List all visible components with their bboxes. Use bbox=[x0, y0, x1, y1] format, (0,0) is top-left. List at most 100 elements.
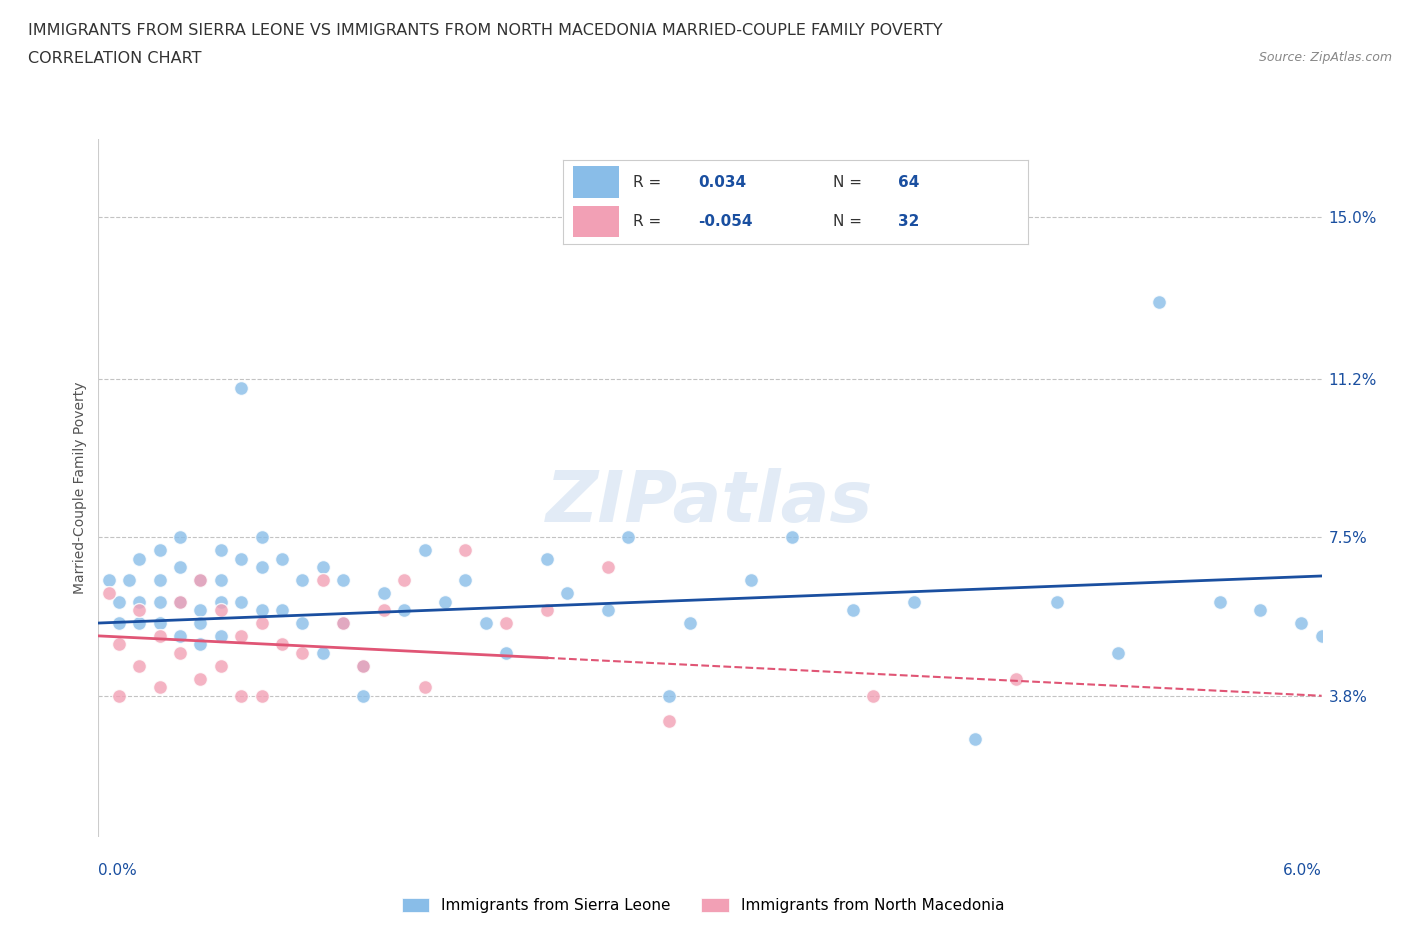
Point bbox=[231, 551, 253, 566]
Point bbox=[495, 645, 517, 660]
Point bbox=[169, 560, 191, 575]
Point bbox=[1289, 616, 1312, 631]
Point bbox=[413, 680, 436, 695]
Point bbox=[291, 573, 314, 588]
Point bbox=[291, 616, 314, 631]
Point bbox=[169, 629, 191, 644]
Point bbox=[392, 573, 416, 588]
Point bbox=[454, 543, 477, 558]
Point bbox=[97, 573, 120, 588]
Point bbox=[1004, 671, 1026, 686]
Point bbox=[1147, 295, 1170, 310]
Point bbox=[270, 637, 292, 652]
Point bbox=[291, 645, 314, 660]
Point bbox=[108, 594, 131, 609]
Text: ZIPatlas: ZIPatlas bbox=[547, 468, 873, 537]
Point bbox=[658, 688, 681, 703]
Point bbox=[373, 603, 395, 618]
Point bbox=[108, 616, 131, 631]
Point bbox=[169, 530, 191, 545]
Point bbox=[128, 616, 150, 631]
Point bbox=[209, 629, 232, 644]
Point bbox=[270, 551, 292, 566]
Point bbox=[495, 616, 517, 631]
Point bbox=[433, 594, 456, 609]
Point bbox=[231, 688, 253, 703]
Point bbox=[108, 637, 131, 652]
Point bbox=[188, 573, 212, 588]
Point bbox=[1208, 594, 1232, 609]
Point bbox=[1249, 603, 1271, 618]
Point bbox=[679, 616, 702, 631]
Point bbox=[352, 688, 374, 703]
Point bbox=[169, 594, 191, 609]
Point bbox=[392, 603, 416, 618]
Legend: Immigrants from Sierra Leone, Immigrants from North Macedonia: Immigrants from Sierra Leone, Immigrants… bbox=[402, 898, 1004, 913]
Text: IMMIGRANTS FROM SIERRA LEONE VS IMMIGRANTS FROM NORTH MACEDONIA MARRIED-COUPLE F: IMMIGRANTS FROM SIERRA LEONE VS IMMIGRAN… bbox=[28, 23, 943, 38]
Point bbox=[780, 530, 803, 545]
Point bbox=[1107, 645, 1129, 660]
Point bbox=[373, 586, 395, 601]
Point bbox=[250, 616, 273, 631]
Point bbox=[149, 573, 172, 588]
Point bbox=[963, 731, 986, 746]
Point bbox=[188, 671, 212, 686]
Text: Source: ZipAtlas.com: Source: ZipAtlas.com bbox=[1258, 51, 1392, 64]
Point bbox=[617, 530, 640, 545]
Point bbox=[231, 629, 253, 644]
Point bbox=[270, 603, 292, 618]
Point bbox=[332, 573, 354, 588]
Text: CORRELATION CHART: CORRELATION CHART bbox=[28, 51, 201, 66]
Point bbox=[209, 658, 232, 673]
Point bbox=[231, 380, 253, 395]
Point bbox=[555, 586, 579, 601]
Point bbox=[740, 573, 762, 588]
Point bbox=[209, 573, 232, 588]
Point bbox=[149, 594, 172, 609]
Point bbox=[128, 551, 150, 566]
Point bbox=[250, 603, 273, 618]
Point bbox=[1045, 594, 1069, 609]
Point bbox=[311, 645, 335, 660]
Y-axis label: Married-Couple Family Poverty: Married-Couple Family Poverty bbox=[73, 382, 87, 594]
Point bbox=[149, 616, 172, 631]
Point bbox=[231, 594, 253, 609]
Point bbox=[149, 629, 172, 644]
Point bbox=[209, 594, 232, 609]
Point bbox=[97, 586, 120, 601]
Point bbox=[118, 573, 141, 588]
Point bbox=[474, 616, 498, 631]
Point bbox=[169, 594, 191, 609]
Point bbox=[128, 594, 150, 609]
Point bbox=[536, 551, 558, 566]
Point bbox=[862, 688, 884, 703]
Text: 6.0%: 6.0% bbox=[1282, 863, 1322, 878]
Point bbox=[188, 616, 212, 631]
Point bbox=[598, 560, 620, 575]
Point bbox=[250, 530, 273, 545]
Text: 0.0%: 0.0% bbox=[98, 863, 138, 878]
Point bbox=[352, 658, 374, 673]
Point bbox=[454, 573, 477, 588]
Point bbox=[598, 603, 620, 618]
Point bbox=[311, 560, 335, 575]
Point bbox=[841, 603, 863, 618]
Point bbox=[332, 616, 354, 631]
Point bbox=[128, 603, 150, 618]
Point bbox=[188, 573, 212, 588]
Point bbox=[658, 714, 681, 729]
Point bbox=[352, 658, 374, 673]
Point bbox=[332, 616, 354, 631]
Point bbox=[903, 594, 925, 609]
Point bbox=[188, 637, 212, 652]
Point bbox=[188, 603, 212, 618]
Point bbox=[209, 543, 232, 558]
Point bbox=[108, 688, 131, 703]
Point bbox=[1310, 629, 1333, 644]
Point bbox=[149, 543, 172, 558]
Point bbox=[536, 603, 558, 618]
Point bbox=[250, 688, 273, 703]
Point bbox=[149, 680, 172, 695]
Point bbox=[413, 543, 436, 558]
Point bbox=[209, 603, 232, 618]
